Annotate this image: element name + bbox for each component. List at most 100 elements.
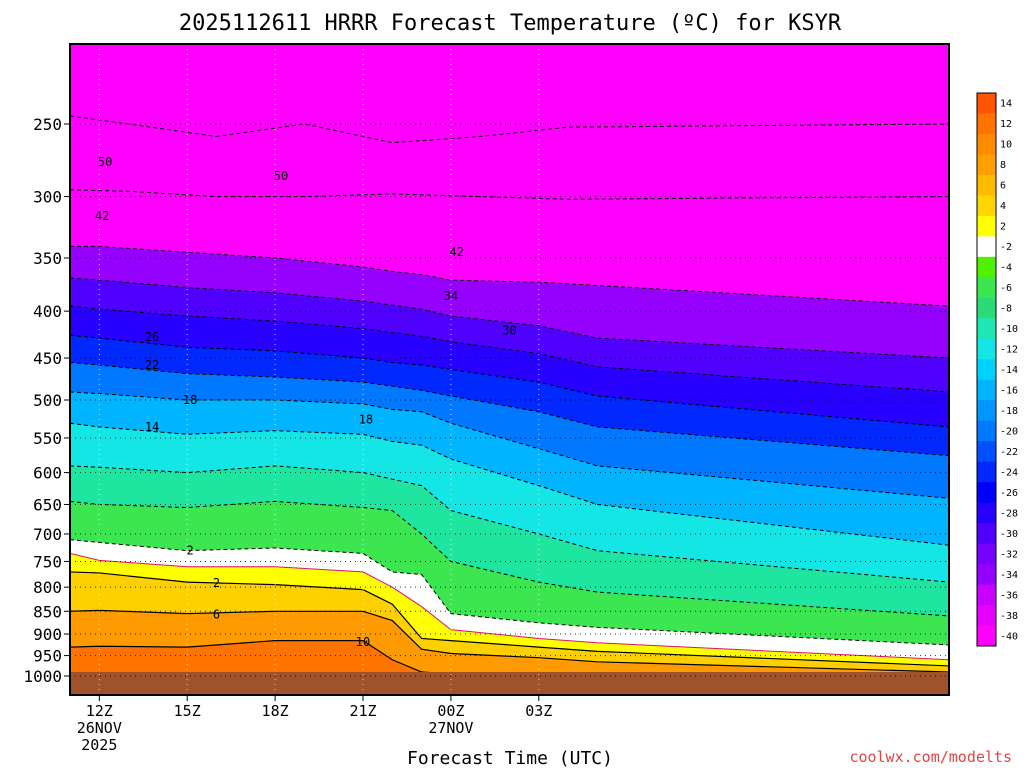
contour-label: 50 — [98, 155, 112, 169]
colorbar-swatch — [977, 441, 996, 463]
isotherm--22 — [70, 361, 949, 457]
contour-label: 6 — [213, 608, 220, 622]
colorbar-swatch — [977, 133, 996, 155]
colorbar-swatch — [977, 174, 996, 196]
y-tick-label: 350 — [33, 249, 62, 268]
x-tick-label: 03Z — [525, 702, 552, 720]
contour-label: 18 — [183, 393, 197, 407]
colorbar-swatch — [977, 523, 996, 545]
colorbar-swatch — [977, 154, 996, 176]
plot-frame — [69, 43, 950, 696]
contour-label: 2 — [187, 544, 194, 558]
y-tick-label: 800 — [33, 578, 62, 597]
contour-label: 42 — [450, 245, 464, 259]
colorbar-label: -4 — [1000, 263, 1012, 274]
colorbar-swatch — [977, 277, 996, 299]
colorbar-swatch — [977, 564, 996, 586]
colorbar-label: -8 — [1000, 304, 1012, 315]
colorbar-swatch — [977, 400, 996, 422]
colorbar-label: 10 — [1000, 140, 1012, 151]
colorbar-label: -24 — [1000, 467, 1018, 478]
y-tick-label: 250 — [33, 115, 62, 134]
colorbar-frame — [976, 92, 997, 647]
isotherm-0 — [70, 552, 949, 661]
colorbar-swatch — [977, 215, 996, 237]
y-tick-label: 550 — [33, 429, 62, 448]
isotherm--10 — [70, 465, 949, 583]
colorbar-swatch — [977, 93, 996, 114]
x-tick-label: 00Z — [437, 702, 464, 720]
y-tick-label: 650 — [33, 495, 62, 514]
y-tick-label: 1000 — [23, 667, 62, 686]
colorbar-swatch — [977, 543, 996, 565]
contour-label: 14 — [145, 420, 159, 434]
isotherm--34 — [70, 277, 949, 359]
colorbar-label: -40 — [1000, 631, 1018, 642]
y-tick-label: 750 — [33, 552, 62, 571]
colorbar-swatch — [977, 461, 996, 483]
y-tick-label: 300 — [33, 188, 62, 207]
x-tick-label: 12Z — [86, 702, 113, 720]
colorbar-swatch — [977, 113, 996, 135]
colorbar-swatch — [977, 359, 996, 381]
colorbar-swatch — [977, 482, 996, 504]
contour-label: 34 — [444, 289, 458, 303]
colorbar-swatch — [977, 502, 996, 524]
contour-label: 18 — [359, 412, 373, 426]
colorbar-label: -18 — [1000, 406, 1018, 417]
colorbar-label: -2 — [1000, 242, 1012, 253]
x-tick-label: 15Z — [174, 702, 201, 720]
colorbar-swatch — [977, 297, 996, 319]
colorbar-label: -26 — [1000, 488, 1018, 499]
colorbar-label: -38 — [1000, 611, 1018, 622]
colorbar-label: -36 — [1000, 590, 1018, 601]
colorbar-swatch — [977, 236, 996, 258]
y-axis-ticks: 250 300 350 400 450 500 550 600 650 700 750 800 850 9… — [23, 115, 70, 686]
colorbar-label: -22 — [1000, 447, 1018, 458]
contour-label: 2 — [213, 576, 220, 590]
colorbar-label: 6 — [1000, 181, 1006, 192]
isotherm-6 — [70, 609, 949, 673]
colorbar-swatch — [977, 338, 996, 360]
colorbar-label: -34 — [1000, 570, 1018, 581]
x-tick-label: 2025 — [81, 736, 117, 754]
y-tick-label: 500 — [33, 391, 62, 410]
credit-text: coolwx.com/modelts — [849, 748, 1012, 766]
colorbar-swatch — [977, 256, 996, 278]
y-tick-label: 600 — [33, 464, 62, 483]
y-tick-label: 950 — [33, 647, 62, 666]
colorbar-swatch — [977, 584, 996, 606]
colorbar: 14 12 10 8 6 4 2 -2 -4 -6 -8 -10 -12 -14 -16 -18 -20 -22 -… — [976, 92, 1018, 647]
isotherm--6 — [70, 500, 949, 617]
colorbar-label: 2 — [1000, 222, 1006, 233]
isotherm--2 — [70, 539, 949, 646]
x-axis-label: Forecast Time (UTC) — [407, 748, 613, 768]
plot-area — [70, 44, 949, 695]
contour-label: 22 — [145, 358, 159, 372]
grid-lines — [70, 44, 949, 695]
x-tick-label: 18Z — [262, 702, 289, 720]
contour-label: 30 — [502, 324, 516, 338]
colorbar-label: -6 — [1000, 283, 1012, 294]
y-tick-label: 400 — [33, 302, 62, 321]
colorbar-swatch — [977, 605, 996, 627]
isotherm--26 — [70, 334, 949, 428]
temperature-bands — [70, 246, 949, 695]
x-tick-label: 26NOV — [77, 719, 122, 737]
colorbar-swatch — [977, 318, 996, 340]
contour-label: 26 — [145, 330, 159, 344]
y-tick-label: 850 — [33, 602, 62, 621]
y-tick-label: 700 — [33, 525, 62, 544]
colorbar-label: 4 — [1000, 201, 1006, 212]
colorbar-label: -12 — [1000, 345, 1018, 356]
contour-label: 10 — [356, 635, 370, 649]
isotherm-2 — [70, 571, 949, 667]
x-tick-label: 27NOV — [428, 719, 473, 737]
colorbar-swatch — [977, 379, 996, 401]
colorbar-label: -32 — [1000, 549, 1018, 560]
colorbar-label: 8 — [1000, 160, 1006, 171]
isotherm--30 — [70, 305, 949, 393]
contour-label: 50 — [274, 169, 288, 183]
